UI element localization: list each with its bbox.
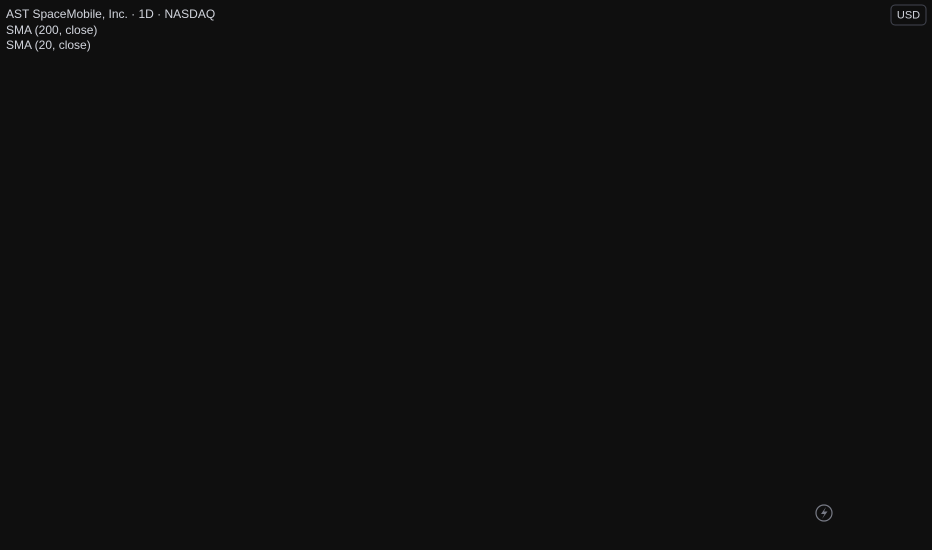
legend-entry: SMA (200, close) — [6, 23, 97, 37]
dividend-icon — [815, 504, 833, 522]
currency-label[interactable]: USD — [897, 9, 920, 21]
currency-button[interactable] — [890, 4, 927, 26]
legend-entry: SMA (20, close) — [6, 38, 91, 52]
chart-title: AST SpaceMobile, Inc. · 1D · NASDAQ — [6, 7, 215, 21]
